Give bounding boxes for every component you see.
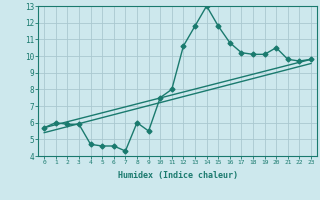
X-axis label: Humidex (Indice chaleur): Humidex (Indice chaleur)	[118, 171, 238, 180]
